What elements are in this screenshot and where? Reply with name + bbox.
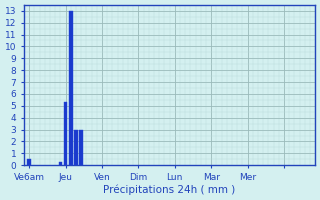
Bar [28, 159, 31, 165]
Bar [64, 102, 68, 165]
Bar [74, 130, 78, 165]
Bar [69, 11, 73, 165]
X-axis label: Précipitations 24h ( mm ): Précipitations 24h ( mm ) [103, 185, 236, 195]
Bar [59, 162, 62, 165]
Bar [79, 130, 83, 165]
